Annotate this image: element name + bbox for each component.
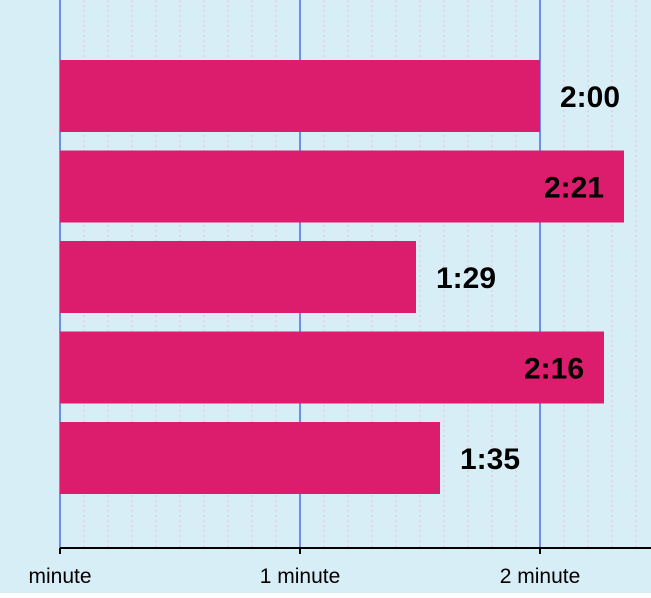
x-tick-labels: minute 1 minute 2 minute [28, 548, 580, 588]
bar [60, 150, 624, 223]
bar-value-label: 2:16 [524, 353, 584, 386]
bar-value-label: 2:21 [544, 172, 604, 205]
bar [60, 422, 440, 494]
bar-value-label: 1:35 [460, 443, 520, 476]
bar [60, 60, 540, 132]
x-tick-label: 1 minute [260, 565, 341, 588]
x-tick-label: 2 minute [500, 565, 581, 588]
bar [60, 331, 604, 404]
bar [60, 241, 416, 313]
bars [60, 60, 624, 494]
bar-value-label: 2:00 [560, 81, 620, 114]
value-labels: 2:00 2:21 1:29 2:16 1:35 [436, 81, 620, 476]
x-tick-label: minute [28, 565, 91, 588]
bar-value-label: 1:29 [436, 262, 496, 295]
